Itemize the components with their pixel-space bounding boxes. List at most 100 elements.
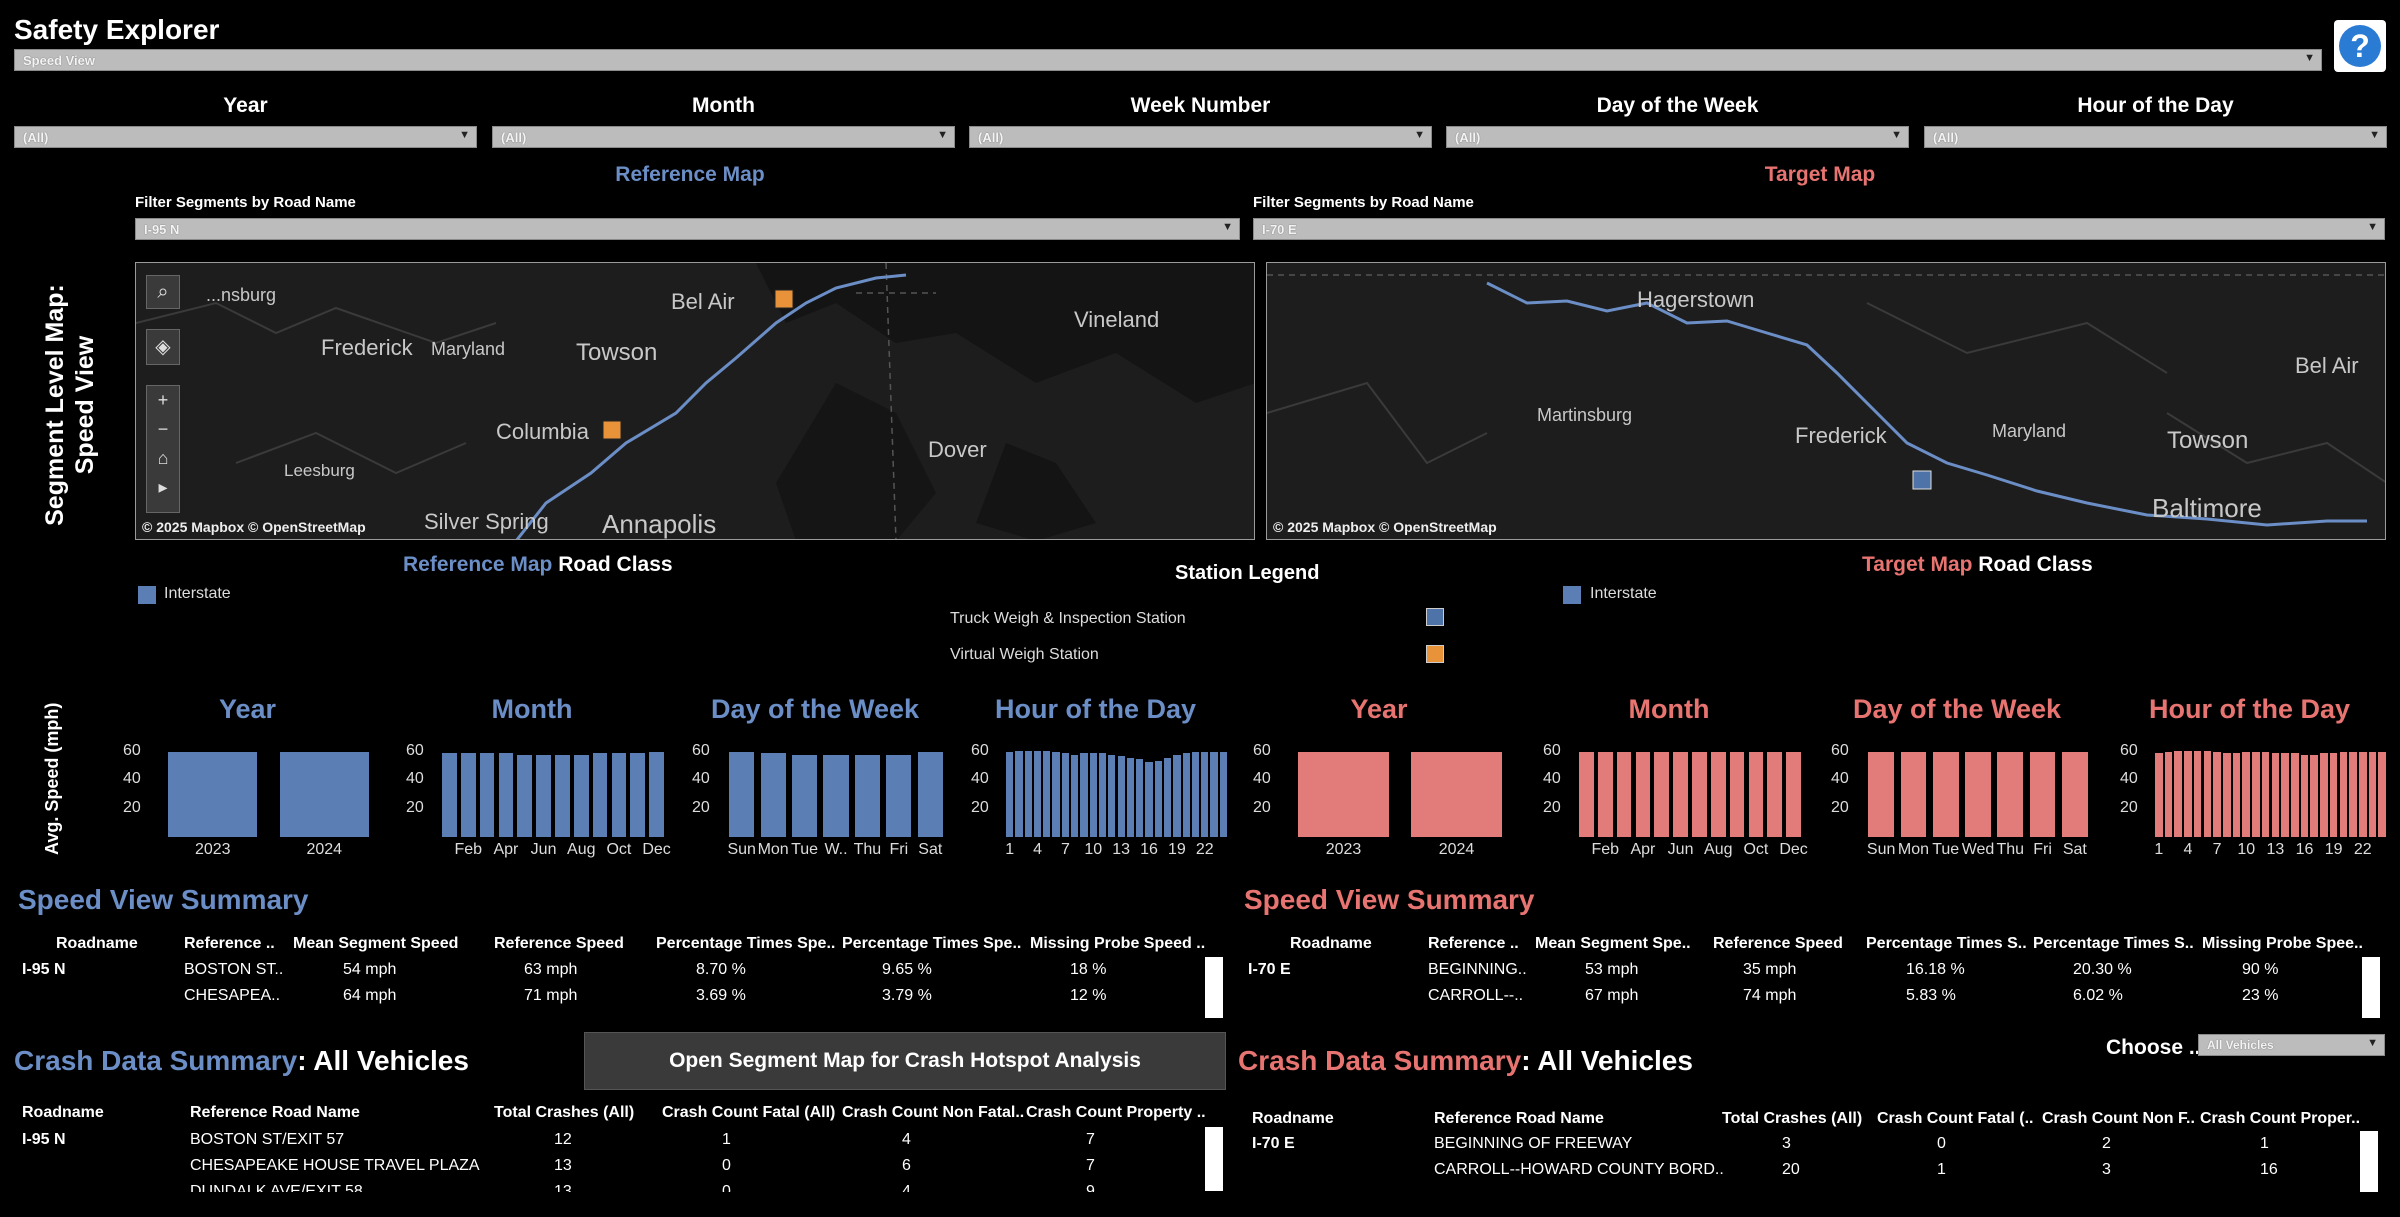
view-select-value: Speed View bbox=[23, 53, 96, 68]
legend-label: Interstate bbox=[164, 585, 231, 602]
table-cell: BOSTON ST/EXIT 57 bbox=[190, 1131, 345, 1148]
zoom-in-icon[interactable]: + bbox=[157, 390, 169, 410]
x-tick-label: 10 bbox=[2237, 841, 2256, 858]
search-icon[interactable]: ⌕ bbox=[146, 275, 180, 309]
filter-value: (All) bbox=[978, 130, 1004, 145]
map-label: Bel Air bbox=[2295, 353, 2359, 378]
legend-label: Virtual Weigh Station bbox=[950, 646, 1099, 663]
bar-18 bbox=[2320, 753, 2328, 837]
bar-1 bbox=[2155, 753, 2163, 837]
map-label: Dover bbox=[928, 437, 987, 462]
target-map-title: Target Map bbox=[1764, 163, 1876, 186]
target-road-select[interactable]: I-70 E ▼ bbox=[1253, 218, 2385, 240]
table-scrollbar[interactable] bbox=[1205, 957, 1223, 1021]
chart-title: Month bbox=[491, 694, 573, 724]
view-select[interactable]: Speed View ▼ bbox=[14, 49, 2322, 71]
table-cell: 0 bbox=[722, 1157, 731, 1174]
table-cell: 67 mph bbox=[1585, 987, 1639, 1004]
bar-Jan bbox=[1579, 752, 1594, 837]
filter-select-month[interactable]: (All) ▼ bbox=[492, 126, 955, 148]
column-header: Reference Road Name bbox=[190, 1104, 360, 1121]
column-header: Missing Probe Spee.. bbox=[2202, 935, 2363, 952]
table-cell: 1 bbox=[1937, 1161, 1946, 1178]
reference-map[interactable]: Frederick Maryland Towson Bel Air Columb… bbox=[135, 262, 1255, 540]
bar-Jan bbox=[442, 753, 457, 837]
bar-1 bbox=[1006, 752, 1014, 837]
legend-swatch bbox=[1563, 586, 1581, 604]
vehicle-select[interactable]: All Vehicles ▼ bbox=[2198, 1034, 2385, 1056]
bar-Sep bbox=[592, 753, 608, 837]
bar-18 bbox=[1163, 757, 1172, 837]
table-cell: 20.30 % bbox=[2073, 961, 2132, 978]
table-cell: 63 mph bbox=[524, 961, 578, 978]
layers-icon[interactable]: ◈ bbox=[146, 329, 180, 365]
table-cell: 1 bbox=[2260, 1135, 2269, 1152]
home-icon[interactable]: ⌂ bbox=[157, 448, 169, 468]
table-cell: 4 bbox=[902, 1131, 911, 1148]
bar-22 bbox=[2358, 752, 2367, 837]
bar-2024 bbox=[279, 752, 369, 837]
table-cell: 2 bbox=[2102, 1135, 2111, 1152]
y-tick-label: 40 bbox=[1831, 770, 1849, 788]
filter-select-day-of-the-week[interactable]: (All) ▼ bbox=[1446, 126, 1909, 148]
target-road-class-title-a: Target Map bbox=[1862, 553, 1973, 576]
y-tick-label: 60 bbox=[1831, 742, 1849, 760]
filter-value: (All) bbox=[1455, 130, 1481, 145]
bar-23 bbox=[1210, 752, 1218, 837]
bar-10 bbox=[2242, 752, 2250, 837]
column-header: Reference Road Name bbox=[1434, 1110, 1604, 1127]
table-cell: 3.69 % bbox=[696, 987, 746, 1004]
table-cell: 5.83 % bbox=[1906, 987, 1956, 1004]
filter-select-hour-of-the-day[interactable]: (All) ▼ bbox=[1924, 126, 2387, 148]
help-button[interactable]: ? bbox=[2334, 20, 2386, 72]
reference-filter-label: Filter Segments by Road Name bbox=[135, 194, 356, 211]
crash-hotspot-button[interactable]: Open Segment Map for Crash Hotspot Analy… bbox=[584, 1032, 1226, 1090]
chevron-down-icon: ▼ bbox=[2367, 1037, 2378, 1049]
x-tick-label: Tue bbox=[791, 841, 819, 858]
x-tick-label: Oct bbox=[1743, 841, 1769, 858]
map-label: Baltimore bbox=[2152, 493, 2262, 523]
bar-21 bbox=[1191, 752, 1200, 837]
bar-Apr bbox=[1635, 752, 1651, 837]
bar-12 bbox=[2261, 752, 2270, 837]
x-tick-label: Sun bbox=[1866, 841, 1896, 858]
play-icon[interactable]: ▸ bbox=[158, 477, 168, 497]
x-tick-label: Dec bbox=[642, 841, 671, 858]
map-label: ...nsburg bbox=[206, 285, 277, 305]
column-header: Crash Count Non F.. bbox=[2042, 1110, 2195, 1127]
table-scrollbar[interactable] bbox=[1205, 1127, 1223, 1191]
x-tick-label: 19 bbox=[1167, 841, 1186, 858]
filter-label: Month bbox=[692, 94, 755, 117]
table-cell: 12 % bbox=[1070, 987, 1107, 1004]
bar-8 bbox=[2223, 753, 2231, 837]
y-tick-label: 20 bbox=[1831, 798, 1849, 816]
bar-23 bbox=[2368, 752, 2377, 837]
table-cell: CHESAPEAKE HOUSE TRAVEL PLAZA bbox=[190, 1157, 480, 1174]
bar-19 bbox=[1173, 754, 1181, 837]
table-cell: 53 mph bbox=[1585, 961, 1639, 978]
filter-select-year[interactable]: (All) ▼ bbox=[14, 126, 477, 148]
x-tick-label: Thu bbox=[853, 841, 882, 858]
question-icon: ? bbox=[2339, 25, 2381, 67]
reference-road-select[interactable]: I-95 N ▼ bbox=[135, 218, 1240, 240]
chart-title: Day of the Week bbox=[1852, 694, 2062, 724]
column-header: Reference .. bbox=[184, 935, 275, 952]
vehicle-choose-label: Choose ... bbox=[2106, 1036, 2207, 1059]
table-cell: 7 bbox=[1086, 1131, 1095, 1148]
reference-road-class-title: Reference Map Road Class bbox=[403, 553, 673, 577]
map-label: Towson bbox=[2167, 427, 2249, 454]
x-tick-label: 22 bbox=[1195, 841, 1214, 858]
road-name-cell: I-70 E bbox=[1248, 961, 1291, 978]
y-tick-label: 40 bbox=[971, 770, 989, 788]
table-scrollbar[interactable] bbox=[2360, 1131, 2378, 1195]
x-tick-label: Tue bbox=[1932, 841, 1960, 858]
table-scrollbar[interactable] bbox=[2362, 957, 2380, 1021]
bar-Aug bbox=[573, 754, 589, 837]
zoom-out-icon[interactable]: − bbox=[157, 419, 169, 439]
column-header: Roadname bbox=[22, 1104, 104, 1121]
bar-Feb bbox=[1597, 752, 1613, 837]
filter-select-week-number[interactable]: (All) ▼ bbox=[969, 126, 1432, 148]
bar-17 bbox=[2310, 754, 2318, 837]
target-map[interactable]: Hagerstown Martinsburg Frederick Marylan… bbox=[1266, 262, 2386, 540]
y-tick-label: 60 bbox=[692, 742, 710, 760]
